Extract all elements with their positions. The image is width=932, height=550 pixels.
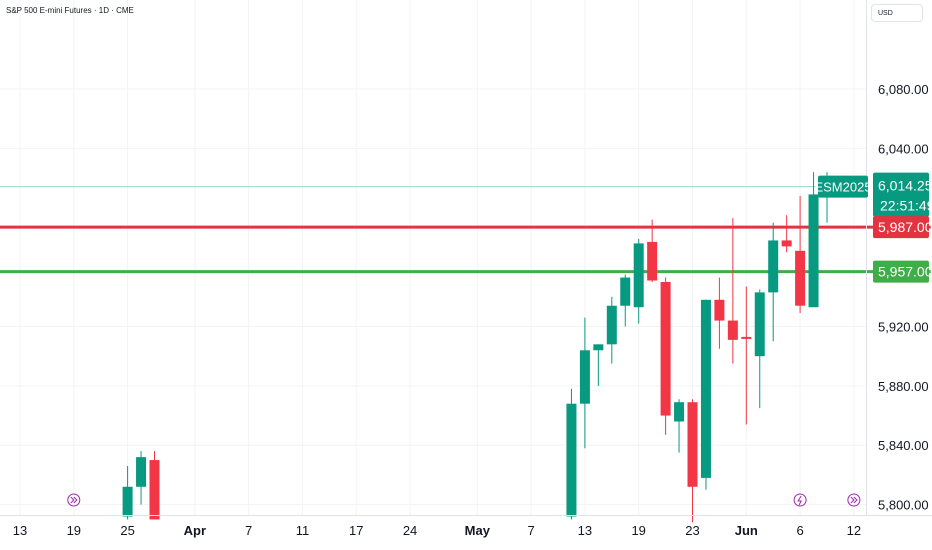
symbol-tag-label: ESM2025 <box>814 180 871 195</box>
time-scale-label: 7 <box>245 523 252 538</box>
price-scale-label: 5,800.00 <box>878 498 929 513</box>
candle[interactable] <box>768 222 779 342</box>
candle-body <box>149 460 160 520</box>
candle[interactable] <box>566 388 577 520</box>
candle-body <box>136 457 147 487</box>
candle[interactable] <box>808 172 819 308</box>
last-price-label: 6,014.25 <box>878 178 932 194</box>
price-scale[interactable]: 5,800.00 5,840.00 5,880.00 5,920.00 6,040.00… <box>878 82 929 513</box>
time-scale-label: 17 <box>349 523 363 538</box>
horizontal-levels <box>0 186 932 274</box>
price-scale-label: 6,080.00 <box>878 82 929 97</box>
support-level-label: 5,957.00 <box>878 264 932 280</box>
time-scale-label: 19 <box>67 523 81 538</box>
time-scale-label: May <box>465 523 491 538</box>
time-scale[interactable]: 13 19 25 Apr 7 11 17 24 May 7 13 19 23 Jun 6 12 <box>13 523 861 538</box>
earnings-lightning-icon-circle <box>793 493 807 507</box>
candle-body <box>808 194 819 308</box>
time-scale-label: Jun <box>735 523 758 538</box>
candle[interactable] <box>647 219 658 282</box>
earnings-lightning-icon[interactable] <box>793 493 807 507</box>
candle-body <box>741 336 752 339</box>
time-scale-label: 24 <box>403 523 417 538</box>
candle-body <box>633 243 644 308</box>
candle-body <box>579 350 590 404</box>
time-scale-label: 23 <box>685 523 699 538</box>
chevron-glyph <box>850 496 858 504</box>
candle-body <box>700 299 711 478</box>
candle-body <box>781 240 792 247</box>
candle-body <box>795 250 806 306</box>
candle[interactable] <box>741 286 752 425</box>
candle[interactable] <box>714 277 725 349</box>
candle-body <box>660 281 671 416</box>
candle[interactable] <box>122 466 133 520</box>
candle-body <box>566 403 577 517</box>
candle[interactable] <box>674 399 685 453</box>
candle-body <box>687 402 698 487</box>
candle-body <box>727 320 738 340</box>
candle[interactable] <box>593 344 604 386</box>
time-scale-label: 19 <box>631 523 645 538</box>
candle[interactable] <box>754 289 765 409</box>
chevron-glyph <box>70 496 78 504</box>
chart-title: S&P 500 E-mini Futures · 1D · CME <box>6 6 134 15</box>
candle[interactable] <box>781 215 792 253</box>
candle-body <box>122 486 133 517</box>
time-scale-label: 12 <box>847 523 861 538</box>
candle[interactable] <box>136 451 147 505</box>
price-scale-label: 5,880.00 <box>878 379 929 394</box>
candle[interactable] <box>687 399 698 523</box>
candle-body <box>754 292 765 357</box>
candle-body <box>768 240 779 293</box>
candle[interactable] <box>727 218 738 364</box>
lightning-glyph <box>797 495 802 506</box>
currency-selector[interactable]: USD <box>871 4 923 22</box>
time-scale-label: 13 <box>578 523 592 538</box>
time-scale-label: 7 <box>527 523 534 538</box>
last-price-tag-background <box>873 172 929 217</box>
dividend-icon[interactable] <box>67 493 81 507</box>
price-scale-label: 5,920.00 <box>878 320 929 335</box>
candle[interactable] <box>149 451 160 520</box>
price-scale-label: 5,840.00 <box>878 438 929 453</box>
event-markers[interactable] <box>67 493 861 507</box>
symbol-tag-background <box>818 175 868 198</box>
candle[interactable] <box>660 277 671 435</box>
price-scale-label: 6,040.00 <box>878 141 929 156</box>
dividend-icon[interactable] <box>847 493 861 507</box>
candle-body <box>620 277 631 306</box>
time-scale-label: 11 <box>296 523 310 538</box>
candlestick-series[interactable] <box>122 172 846 523</box>
candle[interactable] <box>700 299 711 490</box>
resistance-level-tag <box>873 216 929 239</box>
time-scale-label: Apr <box>184 523 206 538</box>
candle-body <box>647 241 658 281</box>
support-level-tag <box>873 260 929 283</box>
candle[interactable] <box>606 296 617 364</box>
candle-body <box>606 305 617 345</box>
price-tags: ESM2025 6,014.25 22:51:49 5,987.00 5,957.00 <box>814 172 932 283</box>
candle-body <box>593 344 604 351</box>
candle[interactable] <box>633 238 644 324</box>
resistance-level-label: 5,987.00 <box>878 219 932 235</box>
time-scale-label: 25 <box>120 523 134 538</box>
candle[interactable] <box>795 195 806 314</box>
candle[interactable] <box>620 274 631 327</box>
candle-body <box>674 402 685 422</box>
candle-body <box>714 299 725 321</box>
chart-grid <box>0 0 866 515</box>
time-scale-label: 13 <box>13 523 27 538</box>
candle[interactable] <box>579 317 590 449</box>
time-scale-label: 6 <box>796 523 803 538</box>
bar-countdown-label: 22:51:49 <box>880 198 932 214</box>
